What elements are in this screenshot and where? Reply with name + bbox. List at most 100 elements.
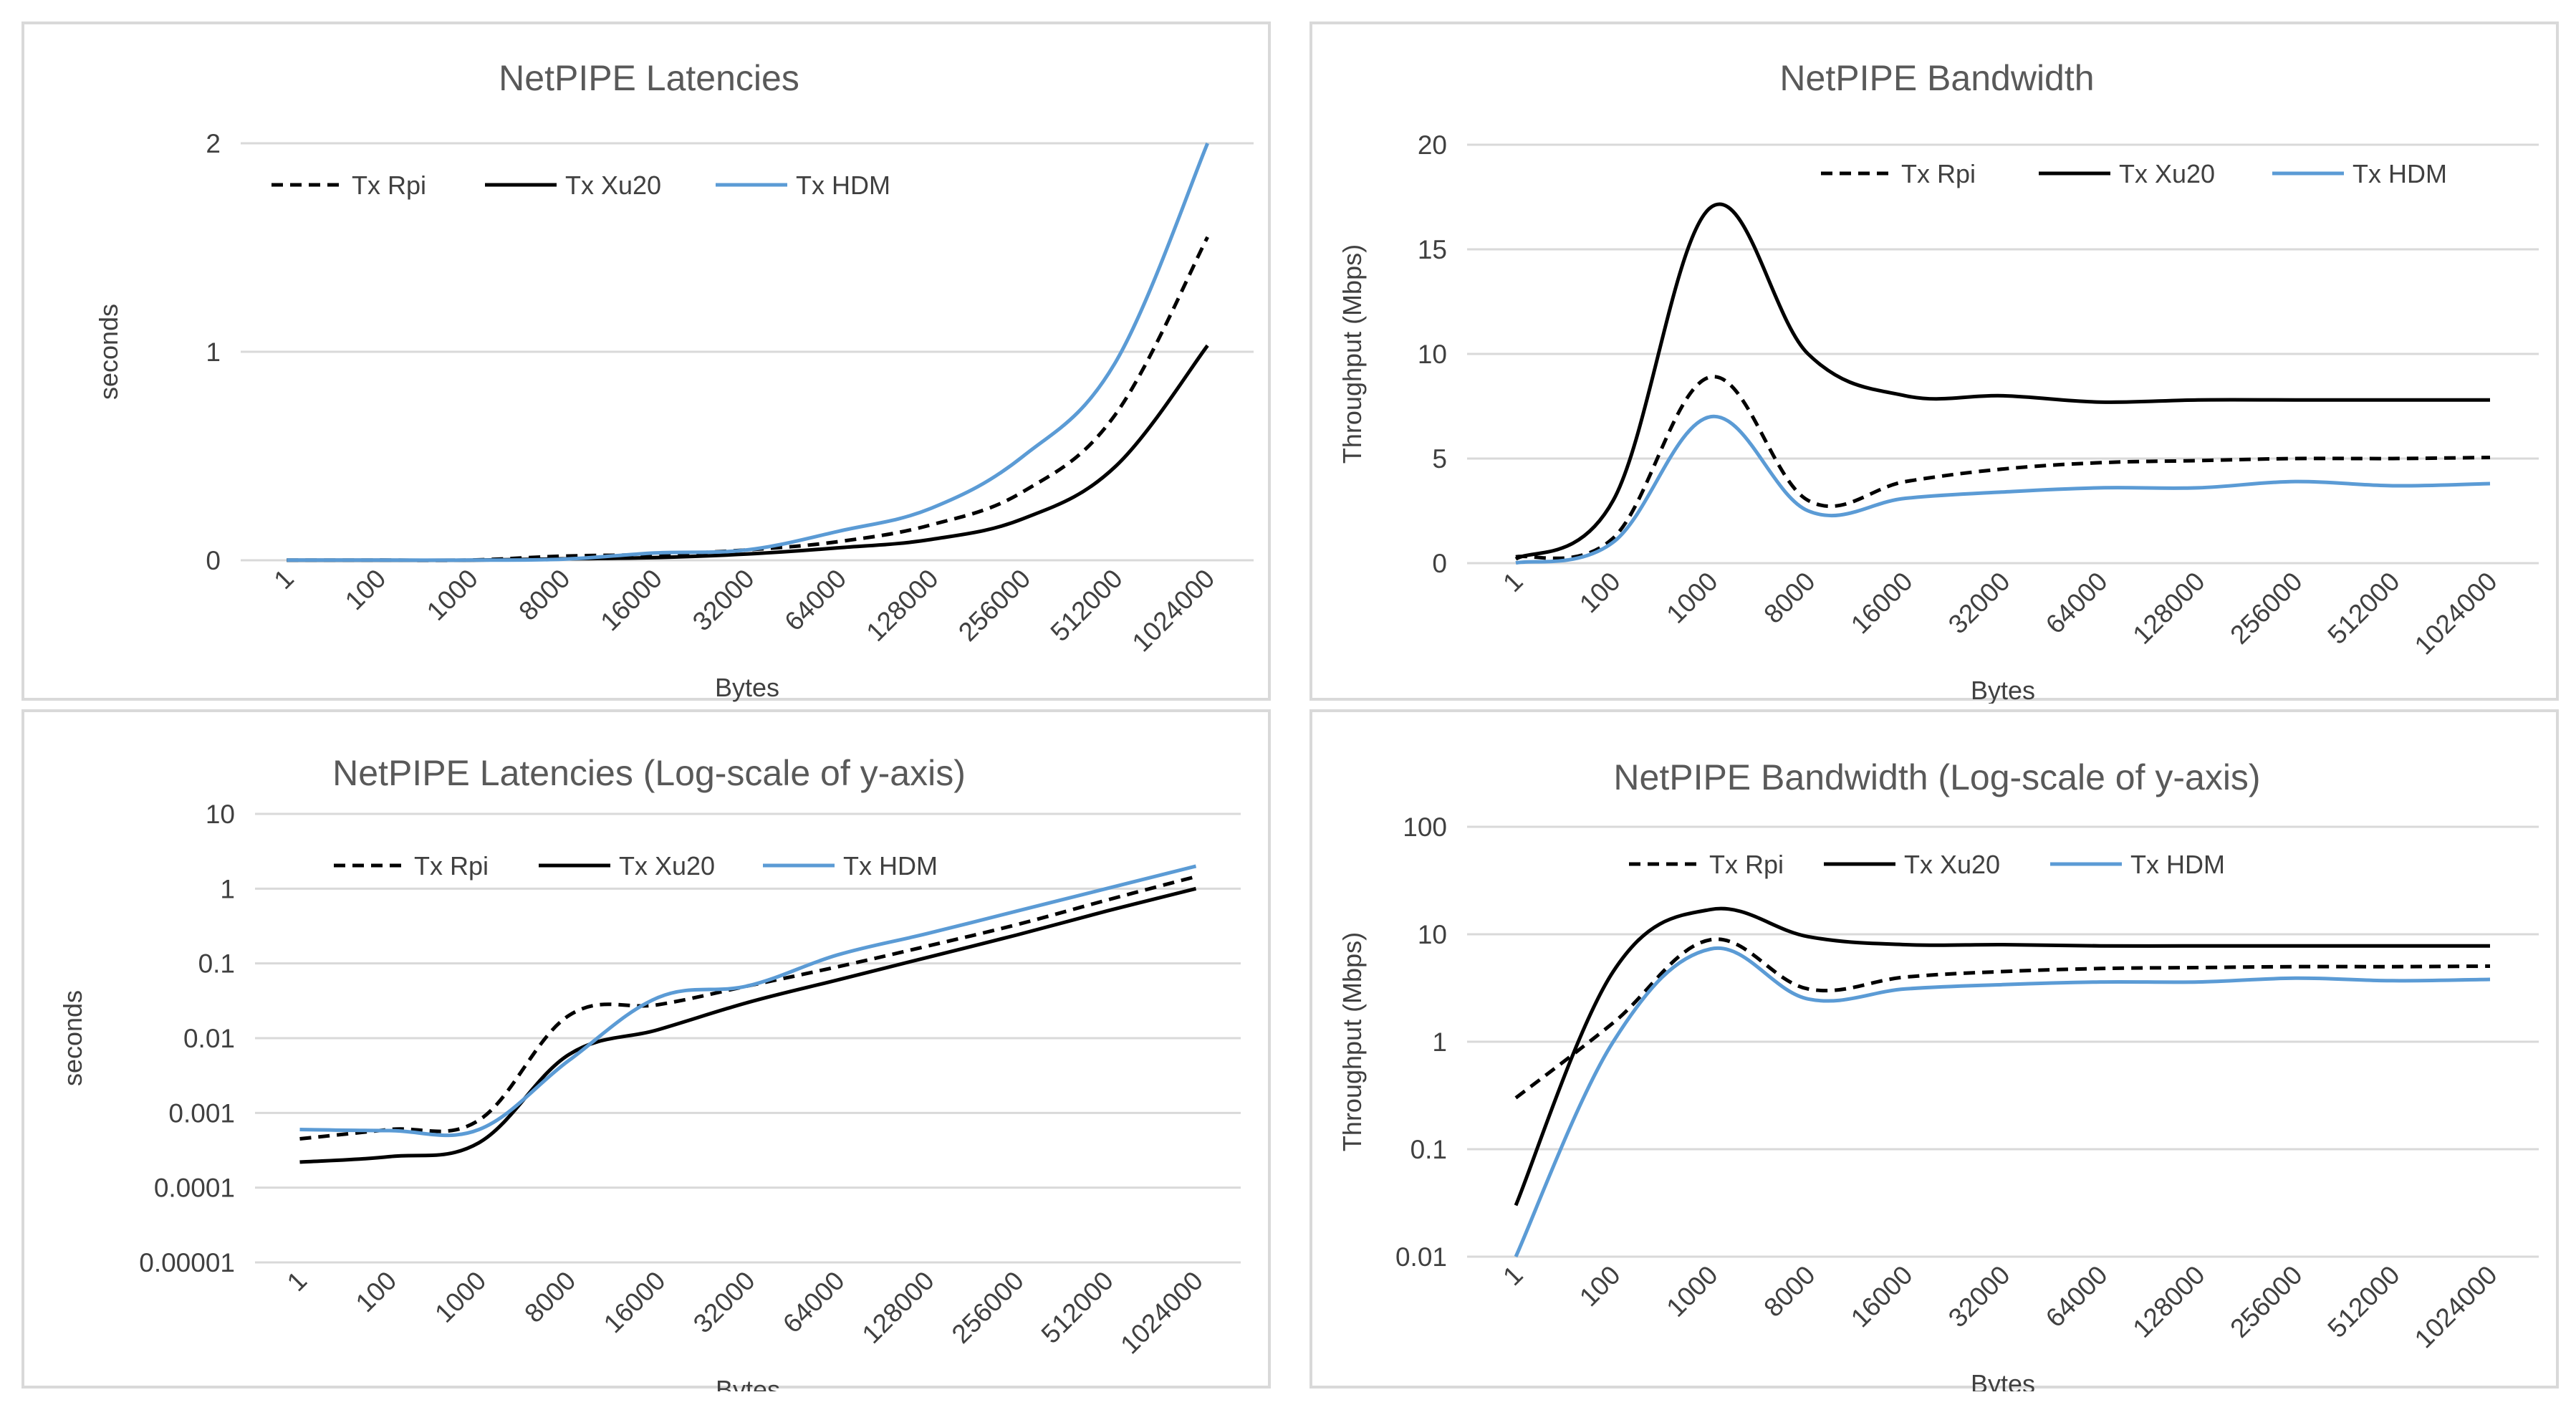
x-tick-label: 1024000 bbox=[2409, 567, 2503, 661]
y-tick-label: 1 bbox=[1432, 1027, 1447, 1057]
latencies-log-chart-svg: NetPIPE Latencies (Log-scale of y-axis) 0… bbox=[58, 753, 1241, 1391]
y-tick-label: 0.1 bbox=[1410, 1135, 1447, 1164]
x-tick-label: 1000 bbox=[421, 564, 484, 626]
y-tick-label: 20 bbox=[1418, 130, 1447, 160]
x-tick-label: 128000 bbox=[2127, 567, 2210, 650]
x-axis-label: Bytes bbox=[715, 673, 779, 702]
y-tick-label: 0 bbox=[206, 546, 221, 575]
x-tick-label: 1024000 bbox=[1115, 1266, 1208, 1360]
series-line-tx-xu20 bbox=[299, 886, 1197, 1164]
y-tick-label: 0.01 bbox=[1395, 1242, 1447, 1272]
x-tick-label: 128000 bbox=[857, 1266, 940, 1349]
y-tick-label: 0 bbox=[1432, 549, 1447, 578]
y-tick-label: 0.00001 bbox=[139, 1248, 235, 1277]
legend-label: Tx Xu20 bbox=[619, 851, 715, 881]
y-axis-label: Throughput (Mbps) bbox=[1337, 932, 1367, 1151]
x-tick-label: 512000 bbox=[2322, 567, 2405, 650]
series-line-tx-hdm bbox=[1514, 946, 2491, 1258]
legend-label: Tx HDM bbox=[843, 851, 938, 881]
chart-title: NetPIPE Bandwidth bbox=[1779, 58, 2094, 98]
x-tick-label: 8000 bbox=[513, 564, 575, 626]
x-tick-label: 512000 bbox=[1036, 1266, 1119, 1349]
x-tick-label: 100 bbox=[350, 1266, 403, 1318]
x-tick-label: 1 bbox=[268, 564, 299, 595]
chart-panel-bandwidth-log: NetPIPE Bandwidth (Log-scale of y-axis) 0… bbox=[1309, 709, 2559, 1391]
y-tick-label: 1 bbox=[206, 337, 221, 367]
x-tick-label: 16000 bbox=[1845, 567, 1918, 640]
chart-panel-latencies: NetPIPE Latencies 0 1 2 1 100 1000 8000 16000 320… bbox=[21, 21, 1271, 702]
x-tick-label: 256000 bbox=[2224, 567, 2307, 650]
y-tick-label: 100 bbox=[1403, 812, 1447, 842]
x-tick-label: 1000 bbox=[1661, 1260, 1723, 1323]
x-tick-label: 32000 bbox=[688, 1266, 761, 1339]
y-tick-label: 15 bbox=[1418, 235, 1447, 264]
y-tick-label: 0.001 bbox=[168, 1098, 235, 1128]
x-tick-label: 1024000 bbox=[1127, 564, 1221, 658]
legend-label: Tx Xu20 bbox=[2119, 159, 2215, 188]
series-line-tx-rpi bbox=[1514, 937, 2491, 1100]
x-tick-label: 512000 bbox=[2322, 1260, 2405, 1343]
legend-label: Tx Xu20 bbox=[1904, 850, 2000, 879]
x-tick-label: 64000 bbox=[777, 1266, 850, 1339]
x-tick-label: 8000 bbox=[519, 1266, 581, 1328]
series-line-tx-rpi bbox=[287, 236, 1209, 562]
x-tick-label: 32000 bbox=[687, 564, 760, 637]
legend-label: Tx Xu20 bbox=[565, 171, 661, 200]
series-line-tx-rpi bbox=[1515, 375, 2491, 560]
y-tick-label: 10 bbox=[1418, 340, 1447, 369]
series-line-tx-xu20 bbox=[1514, 202, 2490, 561]
x-tick-label: 1024000 bbox=[2409, 1260, 2503, 1354]
y-axis-label: seconds bbox=[94, 304, 123, 400]
x-tick-label: 32000 bbox=[1943, 567, 2016, 640]
x-axis-label: Bytes bbox=[716, 1375, 780, 1391]
x-tick-label: 16000 bbox=[595, 564, 668, 637]
x-tick-label: 256000 bbox=[953, 564, 1036, 647]
x-tick-label: 128000 bbox=[2127, 1260, 2210, 1343]
series-line-tx-hdm bbox=[287, 143, 1210, 562]
y-tick-label: 0.0001 bbox=[154, 1174, 235, 1203]
x-tick-label: 1 bbox=[1497, 1260, 1529, 1292]
chart-panel-latencies-log: NetPIPE Latencies (Log-scale of y-axis) 0… bbox=[21, 709, 1271, 1391]
bandwidth-chart-svg: NetPIPE Bandwidth 0 5 10 15 20 1 100 1000 8000 160… bbox=[1337, 58, 2539, 704]
y-tick-label: 1 bbox=[220, 874, 235, 903]
x-tick-label: 8000 bbox=[1758, 1260, 1820, 1323]
series-line-tx-hdm bbox=[299, 864, 1197, 1138]
x-axis-label: Bytes bbox=[1971, 1369, 2035, 1391]
x-tick-label: 100 bbox=[340, 564, 392, 616]
legend-label: Tx HDM bbox=[2352, 159, 2447, 188]
x-tick-label: 1 bbox=[282, 1266, 313, 1298]
x-tick-label: 32000 bbox=[1943, 1260, 2016, 1333]
y-tick-label: 0.01 bbox=[183, 1024, 235, 1053]
x-tick-label: 100 bbox=[1574, 1260, 1626, 1313]
series-line-tx-xu20 bbox=[1514, 906, 2490, 1207]
x-tick-label: 512000 bbox=[1045, 564, 1128, 647]
x-axis-label: Bytes bbox=[1971, 676, 2035, 704]
x-tick-label: 1000 bbox=[1661, 567, 1723, 629]
legend-label: Tx Rpi bbox=[352, 171, 426, 200]
chart-title: NetPIPE Latencies (Log-scale of y-axis) bbox=[332, 753, 966, 793]
latencies-chart-svg: NetPIPE Latencies 0 1 2 1 100 1000 8000 16000 320… bbox=[94, 58, 1254, 702]
x-tick-label: 64000 bbox=[779, 564, 852, 637]
chart-title: NetPIPE Latencies bbox=[499, 58, 799, 98]
legend-label: Tx Rpi bbox=[1709, 850, 1784, 879]
x-tick-label: 1000 bbox=[429, 1266, 491, 1328]
x-tick-label: 256000 bbox=[2224, 1260, 2307, 1343]
x-tick-label: 8000 bbox=[1758, 567, 1820, 629]
y-tick-label: 0.1 bbox=[198, 949, 235, 979]
y-axis-label: seconds bbox=[58, 990, 87, 1086]
y-tick-label: 2 bbox=[206, 129, 221, 158]
x-tick-label: 100 bbox=[1574, 567, 1626, 619]
legend-label: Tx Rpi bbox=[414, 851, 489, 881]
x-tick-label: 128000 bbox=[860, 564, 943, 647]
x-tick-label: 16000 bbox=[598, 1266, 671, 1339]
x-tick-label: 256000 bbox=[946, 1266, 1029, 1349]
chart-title: NetPIPE Bandwidth (Log-scale of y-axis) bbox=[1613, 757, 2260, 797]
y-tick-label: 10 bbox=[1418, 920, 1447, 949]
x-tick-label: 16000 bbox=[1845, 1260, 1918, 1333]
y-tick-label: 10 bbox=[206, 800, 235, 829]
y-axis-label: Throughput (Mbps) bbox=[1337, 244, 1367, 464]
bandwidth-log-chart-svg: NetPIPE Bandwidth (Log-scale of y-axis) 0… bbox=[1337, 757, 2539, 1391]
legend-label: Tx HDM bbox=[2130, 850, 2225, 879]
x-tick-label: 64000 bbox=[2040, 1260, 2113, 1333]
chart-panel-bandwidth: NetPIPE Bandwidth 0 5 10 15 20 1 100 1000 8000 160… bbox=[1309, 21, 2559, 704]
